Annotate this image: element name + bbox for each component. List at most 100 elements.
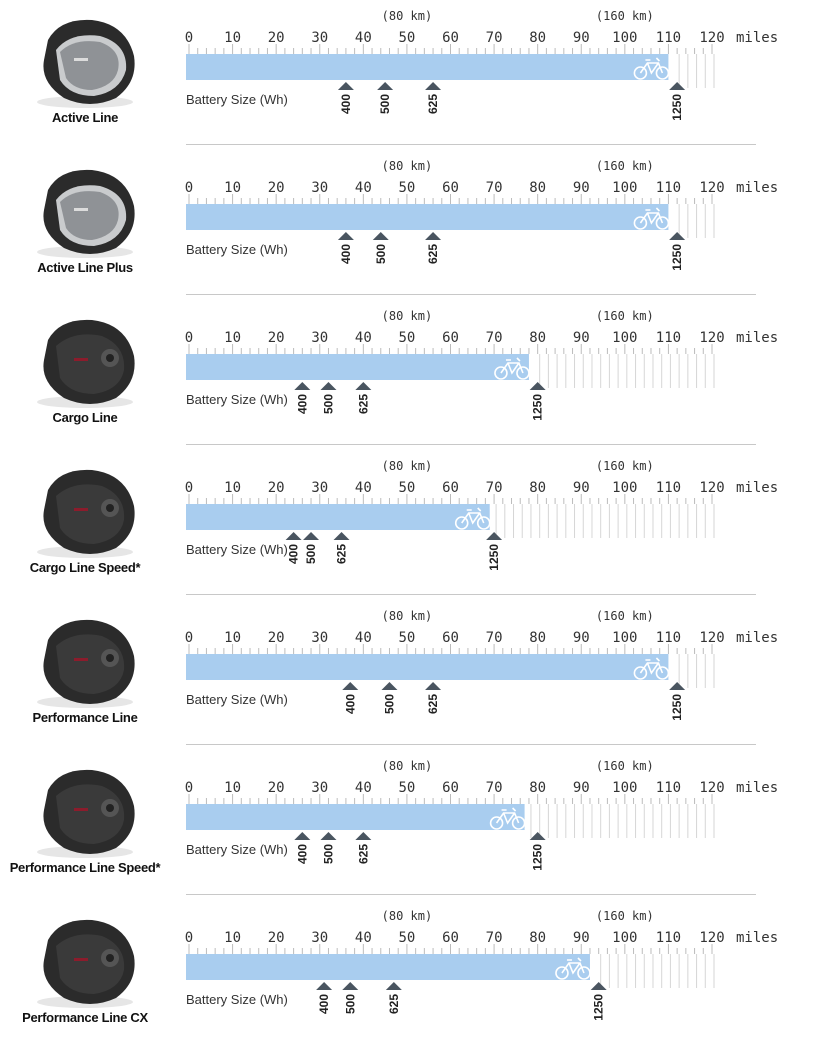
x-tick-label: 40 [355, 930, 372, 946]
km-marker-label: (80 km) [382, 309, 433, 323]
battery-marker [425, 682, 442, 690]
x-tick-label: 90 [573, 30, 590, 46]
x-unit-label: miles [736, 30, 778, 46]
x-tick-label: 90 [573, 180, 590, 196]
range-bar [186, 204, 669, 230]
km-marker-label: (160 km) [596, 9, 654, 23]
battery-marker [669, 682, 686, 690]
motor-row: (80 km) (160 km) 0 10 20 30 40 50 60 70 80 90 100 110… [0, 8, 817, 158]
x-tick-label: 100 [612, 630, 637, 646]
x-tick-label: 120 [699, 480, 724, 496]
x-tick-label: 60 [442, 930, 459, 946]
x-tick-label: 60 [442, 180, 459, 196]
km-marker-label: (160 km) [596, 759, 654, 773]
x-tick-label: 110 [656, 930, 681, 946]
x-tick-label: 20 [268, 180, 285, 196]
x-unit-label: miles [736, 930, 778, 946]
battery-label: 400 [317, 994, 331, 1014]
x-tick-label: 10 [224, 780, 241, 796]
battery-marker [385, 982, 402, 990]
x-tick-label: 10 [224, 630, 241, 646]
x-tick-label: 90 [573, 780, 590, 796]
x-tick-label: 90 [573, 630, 590, 646]
battery-label: 400 [339, 244, 353, 264]
battery-label: 1250 [487, 544, 501, 571]
battery-marker [320, 832, 337, 840]
row-divider [186, 444, 756, 445]
x-tick-label: 40 [355, 30, 372, 46]
battery-marker [590, 982, 607, 990]
x-tick-label: 10 [224, 180, 241, 196]
x-tick-label: 80 [529, 330, 546, 346]
battery-marker [669, 82, 686, 90]
x-tick-label: 100 [612, 30, 637, 46]
x-tick-label: 0 [185, 180, 193, 196]
motor-name: Cargo Line Speed* [29, 560, 141, 575]
x-tick-label: 50 [398, 480, 415, 496]
x-tick-label: 60 [442, 30, 459, 46]
km-marker-label: (160 km) [596, 609, 654, 623]
motor-name: Performance Line Speed* [9, 860, 161, 875]
motor-row: (80 km) (160 km) 0 10 20 30 40 50 60 70 80 90 100 110… [0, 458, 817, 608]
range-bar [186, 504, 490, 530]
x-tick-label: 0 [185, 330, 193, 346]
range-bar [186, 954, 590, 980]
x-tick-label: 20 [268, 330, 285, 346]
battery-axis-label: Battery Size (Wh) [186, 692, 288, 707]
x-tick-label: 110 [656, 480, 681, 496]
battery-marker [294, 832, 311, 840]
x-tick-label: 60 [442, 780, 459, 796]
x-tick-label: 30 [311, 330, 328, 346]
x-tick-label: 110 [656, 780, 681, 796]
x-tick-label: 100 [612, 780, 637, 796]
x-tick-label: 80 [529, 480, 546, 496]
motor-name: Cargo Line [52, 410, 118, 425]
battery-marker [381, 682, 398, 690]
motor-icon [37, 619, 135, 708]
battery-axis-label: Battery Size (Wh) [186, 242, 288, 257]
battery-label: 1250 [531, 394, 545, 421]
battery-label: 500 [382, 694, 396, 714]
battery-label: 625 [356, 394, 370, 414]
battery-axis-label: Battery Size (Wh) [186, 392, 288, 407]
km-marker-label: (160 km) [596, 159, 654, 173]
battery-marker [337, 82, 354, 90]
x-tick-label: 30 [311, 780, 328, 796]
x-tick-label: 30 [311, 30, 328, 46]
range-chart: (80 km) (160 km) 0 10 20 30 40 50 60 70 80 90 100 110… [37, 909, 778, 1021]
km-marker-label: (80 km) [382, 609, 433, 623]
x-tick-label: 0 [185, 780, 193, 796]
range-bar [186, 804, 525, 830]
battery-marker [342, 982, 359, 990]
motor-icon [37, 469, 135, 558]
x-tick-label: 70 [486, 480, 503, 496]
row-divider [186, 294, 756, 295]
battery-axis-label: Battery Size (Wh) [186, 992, 288, 1007]
x-tick-label: 70 [486, 930, 503, 946]
x-tick-label: 90 [573, 330, 590, 346]
x-tick-label: 100 [612, 480, 637, 496]
bike-icon [633, 57, 670, 80]
battery-marker [285, 532, 302, 540]
battery-marker [320, 382, 337, 390]
x-tick-label: 0 [185, 630, 193, 646]
battery-label: 1250 [531, 844, 545, 871]
x-tick-label: 30 [311, 180, 328, 196]
x-tick-label: 80 [529, 780, 546, 796]
x-tick-label: 80 [529, 630, 546, 646]
motor-row: (80 km) (160 km) 0 10 20 30 40 50 60 70 80 90 100 110… [0, 758, 817, 908]
x-tick-label: 120 [699, 330, 724, 346]
motor-row: (80 km) (160 km) 0 10 20 30 40 50 60 70 80 90 100 110… [0, 308, 817, 458]
battery-label: 625 [335, 544, 349, 564]
battery-marker [303, 532, 320, 540]
battery-marker [337, 232, 354, 240]
battery-label: 625 [356, 844, 370, 864]
x-unit-label: miles [736, 780, 778, 796]
x-tick-label: 50 [398, 780, 415, 796]
battery-label: 500 [321, 394, 335, 414]
bike-icon [454, 507, 491, 530]
x-tick-label: 60 [442, 630, 459, 646]
range-chart: (80 km) (160 km) 0 10 20 30 40 50 60 70 80 90 100 110… [37, 609, 778, 721]
x-tick-label: 50 [398, 930, 415, 946]
battery-marker [486, 532, 503, 540]
